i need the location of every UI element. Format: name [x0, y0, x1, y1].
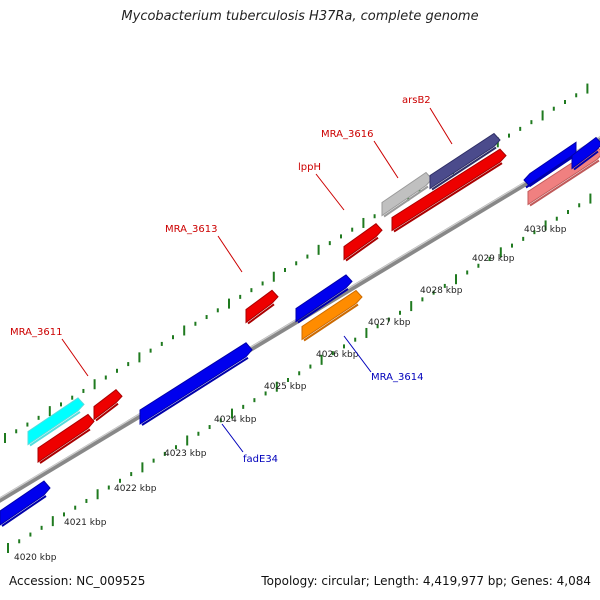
- gene-shadow: [1, 495, 47, 527]
- scale-label: 4020 kbp: [14, 553, 57, 563]
- callout-leader-line: [217, 235, 243, 273]
- scale-label: 4024 kbp: [214, 415, 257, 425]
- gene-body: [523, 141, 577, 188]
- scale-label: 4021 kbp: [64, 518, 107, 528]
- scale-label: 4026 kbp: [316, 350, 359, 360]
- callout-MRA_3611: MRA_3611: [10, 327, 89, 377]
- page-title: Mycobacterium tuberculosis H37Ra, comple…: [121, 9, 479, 24]
- genome-summary-text: Topology: circular; Length: 4,419,977 bp…: [261, 574, 591, 588]
- gene-callouts: MRA_3611 MRA_3613 lppH MRA_3616 arsB2 fadE34 M…: [10, 95, 453, 465]
- scale-label: 4022 kbp: [114, 484, 157, 494]
- scale-label: 4025 kbp: [264, 382, 307, 392]
- gene-arrow-MRA_3611: [27, 397, 85, 447]
- gene-label: lppH: [298, 162, 321, 173]
- gene-shadow: [431, 146, 497, 191]
- callout-MRA_3616: MRA_3616: [321, 129, 399, 179]
- callout-leader-line: [315, 173, 345, 211]
- gene-arrow-MRA_3616: [381, 171, 433, 218]
- gene-arrow-MRA_3614b: [301, 289, 363, 342]
- gene-label: MRA_3611: [10, 327, 62, 338]
- gene-shadow: [95, 402, 119, 422]
- callout-lppH: lppH: [298, 162, 345, 211]
- callout-leader-line: [343, 335, 372, 373]
- gene-label: MRA_3616: [321, 129, 373, 140]
- gene-body: [37, 413, 95, 463]
- gene-arrow-MRA_3610: [0, 480, 51, 527]
- gene-body: [139, 342, 253, 425]
- gene-shadow: [345, 236, 379, 262]
- gene-body: [301, 289, 363, 341]
- gene-body: [93, 389, 123, 421]
- gene-arrow-MRA_3613: [245, 289, 279, 325]
- gene-arrow-MRA_3620: [523, 141, 577, 189]
- gene-arrow-MRA_3612: [37, 413, 95, 464]
- gene-body: [27, 397, 85, 446]
- gene-body: [245, 289, 279, 324]
- callout-MRA_3614: MRA_3614: [343, 335, 423, 383]
- gene-body: [295, 274, 353, 323]
- gene-shadow: [573, 150, 599, 171]
- gene-shadow: [39, 428, 91, 464]
- callout-leader-line: [429, 107, 453, 145]
- gene-body: [0, 480, 51, 526]
- callout-MRA_3613: MRA_3613: [165, 224, 243, 273]
- gene-features: [0, 132, 600, 527]
- gene-arrow-MRA_3611b: [93, 389, 123, 422]
- accession-text: Accession: NC_009525: [9, 574, 146, 588]
- gene-shadow: [525, 155, 573, 189]
- gene-label: MRA_3613: [165, 224, 217, 235]
- gene-label: fadE34: [243, 454, 278, 465]
- gene-shadow: [393, 162, 503, 233]
- scale-label: 4027 kbp: [368, 318, 411, 328]
- gene-shadow: [383, 185, 429, 218]
- gene-body: [391, 148, 507, 232]
- backbone-line: [0, 136, 600, 503]
- gene-arrow-MRA_3614: [295, 274, 353, 324]
- callout-leader-line: [373, 140, 399, 179]
- gene-label: arsB2: [402, 95, 431, 106]
- callout-leader-line: [61, 338, 89, 377]
- scale-label: 4030 kbp: [524, 225, 567, 235]
- gene-shadow: [141, 356, 249, 426]
- gene-body: [571, 136, 600, 170]
- callout-arsB2: arsB2: [402, 95, 453, 145]
- gene-shadow: [529, 159, 600, 207]
- gene-shadow: [303, 303, 359, 342]
- gene-arrow-arsB2: [429, 132, 501, 191]
- gene-body: [381, 171, 433, 217]
- gene-shadow: [297, 288, 349, 324]
- scale-label: 4029 kbp: [472, 254, 515, 264]
- scale-label: 4023 kbp: [164, 449, 207, 459]
- gene-body: [429, 132, 501, 190]
- gene-arrow-MRA_3621: [571, 136, 600, 171]
- gene-arrow-MRA_3616b: [391, 148, 507, 233]
- callout-leader-line: [221, 423, 244, 453]
- gene-arrow-lppH: [343, 223, 383, 262]
- callout-fadE34: fadE34: [221, 423, 278, 465]
- gene-body: [343, 223, 383, 261]
- scale-label: 4028 kbp: [420, 286, 463, 296]
- scale-labels: 4020 kbp 4021 kbp 4022 kbp 4023 kbp 4024 kbp…: [14, 225, 567, 563]
- gene-label: MRA_3614: [371, 372, 423, 383]
- gene-arrow-fadE34: [139, 342, 253, 426]
- gene-shadow: [29, 411, 81, 447]
- gene-shadow: [247, 303, 275, 325]
